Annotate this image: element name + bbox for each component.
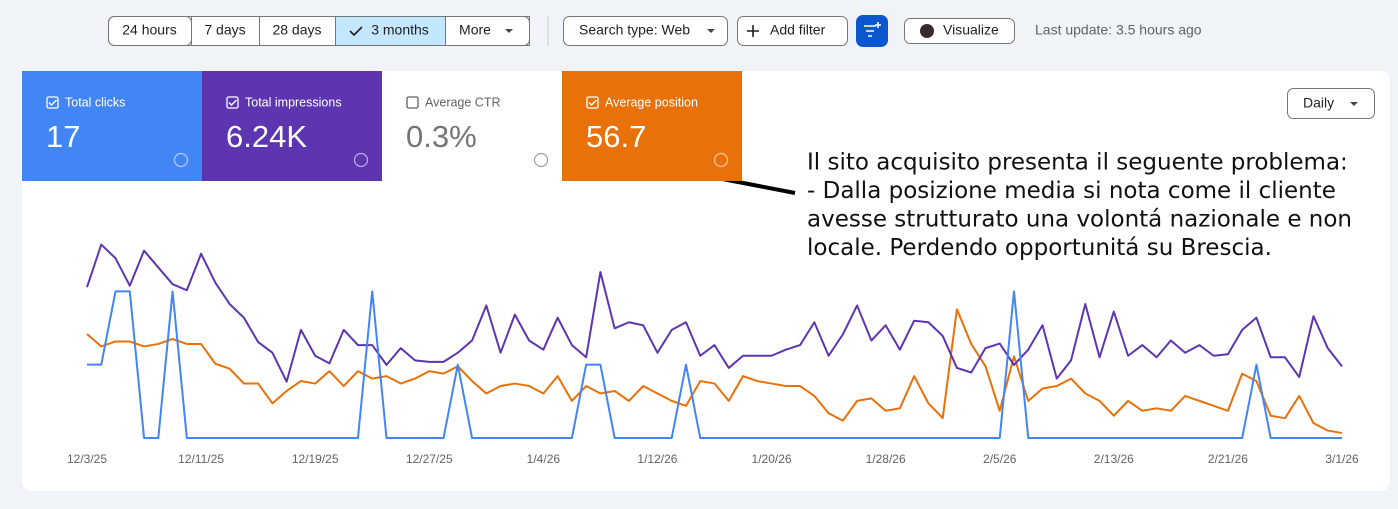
annotation-line: - Dalla posizione media si nota come il … (807, 178, 1336, 204)
annotation-line: avesse strutturato una volontá nazionale… (807, 207, 1352, 233)
visualize-icon (920, 24, 934, 38)
range-label[interactable]: 3 months (371, 22, 429, 38)
help-icon (533, 152, 549, 168)
annotation-line: locale. Perdendo opportunitá su Brescia. (807, 235, 1272, 261)
x-tick-label: 1/28/26 (866, 452, 906, 466)
add-filter-button[interactable] (737, 16, 848, 46)
range-button[interactable] (335, 16, 446, 46)
add-filter-label[interactable]: Add filter (770, 22, 826, 38)
series-line (87, 290, 1342, 439)
range-label[interactable]: More (459, 22, 491, 38)
range-label[interactable]: 7 days (204, 22, 245, 38)
metric-value: 56.7 (586, 119, 646, 154)
annotation-line: Il sito acquisito presenta il seguente p… (807, 150, 1348, 176)
metric-value: 0.3% (406, 119, 477, 154)
x-tick-label: 1/4/26 (527, 452, 561, 466)
visualize-button[interactable] (904, 18, 1015, 44)
metric-tile[interactable] (562, 71, 742, 181)
x-tick-label: 12/3/25 (67, 452, 107, 466)
visualize-label[interactable]: Visualize (943, 22, 999, 38)
caret-icon (707, 29, 715, 33)
x-tick-label: 3/1/26 (1325, 452, 1359, 466)
granularity-label[interactable]: Daily (1303, 95, 1334, 111)
metric-tile[interactable] (202, 71, 382, 181)
help-icon (713, 152, 729, 168)
metric-label: Average CTR (425, 95, 501, 109)
caret-icon (505, 29, 513, 33)
x-tick-label: 12/19/25 (292, 452, 339, 466)
search-type-label[interactable]: Search type: Web (579, 22, 690, 38)
help-icon (353, 152, 369, 168)
caret-icon (1350, 102, 1358, 106)
metric-label: Average position (605, 95, 698, 109)
plus-icon (747, 25, 759, 37)
metric-value: 17 (46, 119, 80, 154)
checkbox (46, 96, 59, 109)
filter-icon (864, 22, 881, 37)
metric-tile[interactable] (22, 71, 202, 181)
range-label[interactable]: 24 hours (122, 22, 176, 38)
x-tick-label: 2/5/26 (983, 452, 1017, 466)
checkbox (586, 96, 599, 109)
last-update: Last update: 3.5 hours ago (1035, 22, 1202, 38)
series-line (86, 243, 1343, 383)
checkbox (406, 96, 419, 109)
check-icon (349, 26, 363, 37)
x-tick-label: 2/21/26 (1208, 452, 1248, 466)
x-tick-label: 1/20/26 (752, 452, 792, 466)
x-tick-label: 12/27/25 (406, 452, 453, 466)
search-type-button[interactable] (563, 16, 728, 46)
x-tick-label: 12/11/25 (178, 452, 224, 466)
series-line (86, 308, 1343, 435)
range-label[interactable]: 28 days (272, 22, 321, 38)
x-tick-label: 2/13/26 (1094, 452, 1134, 466)
checkbox-tick (228, 99, 237, 106)
checkbox (226, 96, 239, 109)
range-button[interactable] (445, 16, 530, 46)
checkbox-tick (48, 99, 57, 106)
metric-tile[interactable] (382, 71, 562, 181)
help-icon (173, 152, 189, 168)
metric-label: Total clicks (65, 95, 125, 109)
x-tick-label: 1/12/26 (637, 452, 677, 466)
metric-label: Total impressions (245, 95, 342, 109)
metric-value: 6.24K (226, 119, 307, 154)
granularity-select[interactable] (1287, 88, 1375, 119)
checkbox-tick (588, 99, 597, 106)
